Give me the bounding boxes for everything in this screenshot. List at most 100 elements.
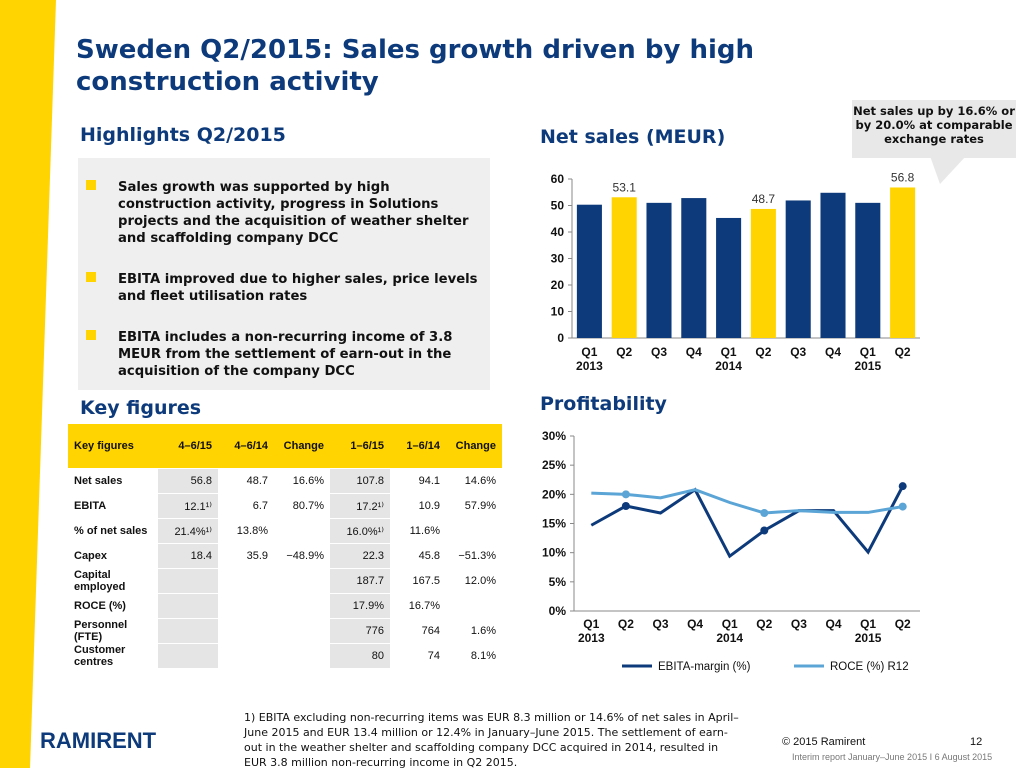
- table-row: Net sales 56.8 48.7 16.6% 107.8 94.1 14.6%: [68, 468, 502, 494]
- table-cell: [158, 618, 218, 644]
- series-point: [621, 490, 630, 499]
- table-header-row: Key figures 4–6/15 4–6/14 Change 1–6/15 …: [68, 424, 502, 469]
- table-cell: [158, 568, 218, 594]
- bullet-icon: [86, 180, 96, 190]
- table-cell: 48.7: [218, 468, 274, 494]
- series-point: [760, 526, 769, 535]
- bar: [681, 198, 707, 338]
- table-cell: 56.8: [158, 468, 218, 494]
- table-cell: 16.6%: [274, 468, 330, 494]
- y-tick-label: 25%: [542, 458, 566, 472]
- table-cell: 18.4: [158, 543, 218, 569]
- x-tick-label: Q1: [721, 345, 737, 359]
- table-cell: 11.6%: [390, 518, 446, 544]
- table-cell: 107.8: [330, 468, 390, 494]
- table-cell: [218, 568, 274, 594]
- bullet-icon: [86, 330, 96, 340]
- highlight-bullet-2: EBITA improved due to higher sales, pric…: [118, 272, 478, 304]
- table-row: Capex 18.4 35.9 −48.9% 22.3 45.8 −51.3%: [68, 543, 502, 569]
- x-tick-label: Q4: [687, 617, 703, 631]
- bar: [716, 217, 742, 338]
- x-tick-label: Q2: [616, 345, 632, 359]
- table-row: Capital employed 187.7 167.5 12.0%: [68, 568, 502, 594]
- y-tick-label: 60: [551, 172, 565, 186]
- x-tick-label: 2014: [716, 631, 743, 645]
- y-tick-label: 50: [551, 199, 565, 213]
- data-label: 53.1: [613, 180, 637, 194]
- bar: [576, 204, 602, 338]
- x-tick-label: Q2: [756, 617, 772, 631]
- series-line: [590, 485, 905, 559]
- highlight-bullet-1: Sales growth was supported by high const…: [118, 180, 469, 246]
- table-cell: 35.9: [218, 543, 274, 569]
- data-label: 48.7: [752, 192, 776, 206]
- x-tick-label: 2013: [576, 359, 603, 373]
- bar: [785, 200, 811, 338]
- profitability-chart: Profitability 0%5%10%15%20%25%30%Q12013Q…: [540, 393, 920, 673]
- highlight-bullet-3: EBITA includes a non-recurring income of…: [118, 330, 453, 379]
- table-cell: 57.9%: [446, 493, 502, 519]
- row-label: Capex: [68, 543, 158, 569]
- net-sales-chart: Net sales (MEUR) 0102030405060Q1201353.1…: [540, 126, 920, 373]
- table-cell: [218, 593, 274, 619]
- row-label: Capital employed: [68, 568, 158, 594]
- table-cell: [274, 618, 330, 644]
- table-cell: 1.6%: [446, 618, 502, 644]
- bar: [820, 192, 846, 338]
- data-label: 56.8: [891, 170, 915, 184]
- bar: [855, 202, 881, 338]
- legend-label: ROCE (%) R12: [830, 661, 909, 673]
- column-header: Change: [274, 424, 330, 469]
- bullet-icon: [86, 272, 96, 282]
- legend-label: EBITA-margin (%): [658, 661, 751, 673]
- page-title: Sweden Q2/2015: Sales growth driven by h…: [76, 35, 754, 97]
- x-tick-label: Q4: [825, 345, 841, 359]
- y-tick-label: 40: [551, 225, 565, 239]
- column-header: Key figures: [68, 424, 158, 469]
- x-tick-label: Q1: [860, 617, 876, 631]
- bar: [750, 208, 776, 338]
- key-figures-heading: Key figures: [80, 397, 202, 419]
- x-tick-label: 2014: [715, 359, 742, 373]
- x-tick-label: Q4: [825, 617, 841, 631]
- column-header: 4–6/14: [218, 424, 274, 469]
- table-cell: 17.2¹⁾: [330, 493, 390, 519]
- report-info: Interim report January–June 2015 I 6 Aug…: [792, 752, 993, 762]
- table-cell: 16.0%¹⁾: [330, 518, 390, 544]
- x-tick-label: Q1: [583, 617, 599, 631]
- column-header: 1–6/15: [330, 424, 390, 469]
- table-cell: [274, 643, 330, 669]
- column-header: 1–6/14: [390, 424, 446, 469]
- y-tick-label: 20%: [542, 487, 566, 501]
- table-cell: 16.7%: [390, 593, 446, 619]
- y-tick-label: 5%: [549, 575, 567, 589]
- x-tick-label: Q2: [895, 345, 911, 359]
- y-tick-label: 10%: [542, 546, 566, 560]
- x-tick-label: Q2: [895, 617, 911, 631]
- table-cell: 12.0%: [446, 568, 502, 594]
- profitability-title: Profitability: [540, 393, 668, 415]
- row-label: Net sales: [68, 468, 158, 494]
- table-cell: [158, 593, 218, 619]
- highlights-box: Sales growth was supported by high const…: [78, 158, 490, 390]
- table-cell: 17.9%: [330, 593, 390, 619]
- series-point: [760, 509, 769, 517]
- x-tick-label: Q1: [581, 345, 597, 359]
- x-tick-label: Q1: [722, 617, 738, 631]
- x-tick-label: 2015: [855, 631, 882, 645]
- y-tick-label: 10: [551, 305, 565, 319]
- table-row: ROCE (%) 17.9% 16.7%: [68, 593, 502, 619]
- table-cell: 74: [390, 643, 446, 669]
- table-cell: [158, 643, 218, 669]
- series-point: [898, 482, 907, 491]
- y-tick-label: 30%: [542, 429, 566, 443]
- table-cell: 22.3: [330, 543, 390, 569]
- highlights-heading: Highlights Q2/2015: [80, 124, 286, 146]
- x-tick-label: 2015: [854, 359, 881, 373]
- table-cell: 10.9: [390, 493, 446, 519]
- bar: [611, 197, 637, 338]
- table-cell: 6.7: [218, 493, 274, 519]
- column-header: 4–6/15: [158, 424, 218, 469]
- y-tick-label: 30: [551, 252, 565, 266]
- table-row: Customer centres 80 74 8.1%: [68, 643, 502, 669]
